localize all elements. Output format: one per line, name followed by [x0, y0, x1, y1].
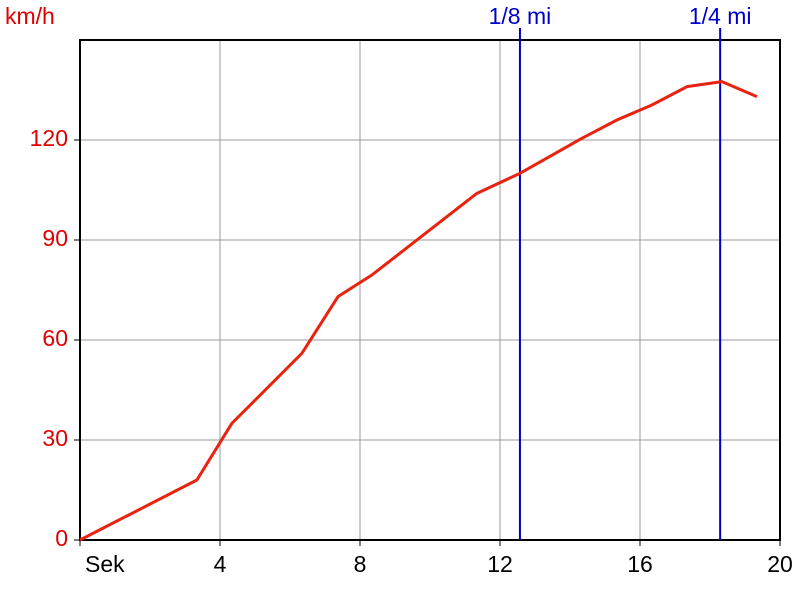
y-tick-label: 0	[55, 525, 68, 551]
y-axis-label: km/h	[5, 3, 55, 29]
x-tick-label: 4	[214, 551, 227, 577]
x-tick-label: Sek	[85, 551, 125, 577]
x-tick-label: 12	[487, 551, 513, 577]
plot-frame	[79, 39, 781, 541]
y-tick-label: 120	[30, 125, 68, 151]
x-tick-label: 16	[627, 551, 653, 577]
distance-marker-label: 1/8 mi	[489, 3, 552, 29]
x-tick-label: 8	[354, 551, 367, 577]
distance-marker-label: 1/4 mi	[689, 3, 752, 29]
speed-line	[79, 80, 758, 542]
y-tick-label: 30	[42, 425, 68, 451]
y-tick-label: 90	[42, 225, 68, 251]
x-tick-label: 20	[767, 551, 793, 577]
y-tick-label: 60	[42, 325, 68, 351]
